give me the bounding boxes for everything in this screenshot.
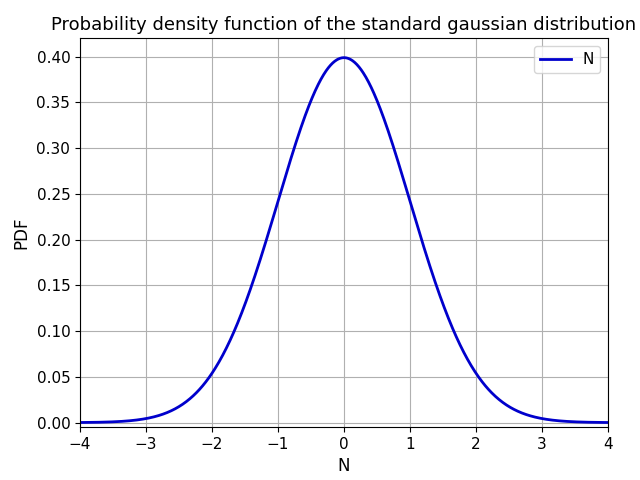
- X-axis label: N: N: [338, 457, 350, 476]
- N: [439, 301, 447, 307]
- Title: Probability density function of the standard gaussian distribution: Probability density function of the stan…: [51, 16, 637, 34]
- Legend: N: N: [534, 46, 600, 73]
- N: [340, 55, 348, 60]
- Line: N: N: [80, 58, 608, 422]
- N: [130, 418, 138, 423]
- N: [290, 147, 298, 153]
- N: [498, 399, 506, 405]
- Y-axis label: PDF: PDF: [13, 216, 31, 249]
- N: [308, 94, 316, 100]
- N: [604, 420, 612, 425]
- N: [76, 420, 84, 425]
- N: [488, 390, 496, 396]
